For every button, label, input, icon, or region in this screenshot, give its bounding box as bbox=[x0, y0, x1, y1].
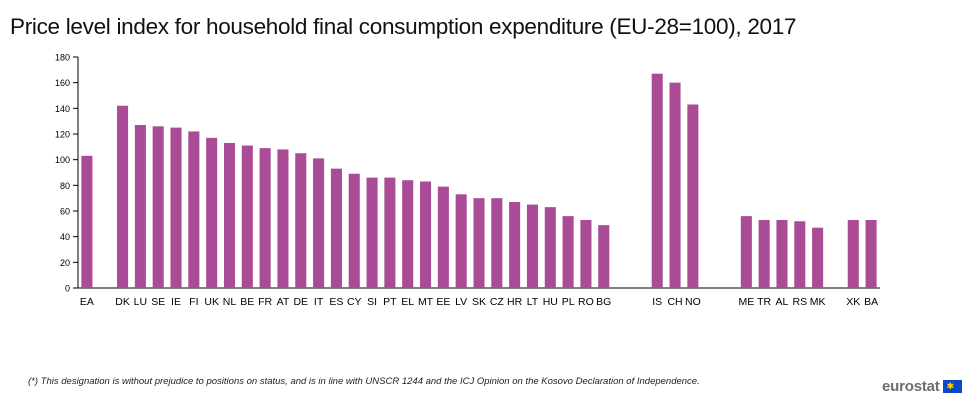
y-tick-label: 100 bbox=[55, 155, 70, 165]
x-tick-label: CH bbox=[667, 296, 682, 308]
x-tick-label: RO bbox=[578, 296, 594, 308]
bar-nl bbox=[223, 142, 236, 288]
x-tick-label: AT bbox=[277, 296, 290, 308]
bar-hr bbox=[509, 202, 521, 288]
x-tick-label: MT bbox=[418, 296, 434, 308]
bar-chart: 0 20 40 60 80 100 120 140 160 180 EA DK LU SE IE FI UK NL… bbox=[55, 53, 880, 308]
x-tick-label: TR bbox=[757, 296, 771, 308]
x-tick-label: CZ bbox=[490, 296, 505, 308]
x-tick-label: NO bbox=[685, 296, 701, 308]
footnote: (*) This designation is without prejudic… bbox=[28, 376, 700, 387]
bar-bg bbox=[598, 225, 610, 288]
x-tick-label: MK bbox=[810, 296, 826, 308]
bar-pl bbox=[562, 216, 574, 288]
bar-at bbox=[277, 149, 289, 288]
x-tick-label: SI bbox=[367, 296, 377, 308]
bar-cz bbox=[491, 198, 503, 288]
bar-cy bbox=[348, 173, 360, 288]
bar-rs bbox=[794, 221, 806, 288]
y-tick-label: 40 bbox=[60, 232, 70, 242]
x-tick-label: ME bbox=[738, 296, 754, 308]
bar-lu bbox=[134, 125, 146, 289]
x-tick-label: AL bbox=[776, 296, 789, 308]
x-tick-label: LV bbox=[455, 296, 467, 308]
chart-title: Price level index for household final co… bbox=[10, 14, 797, 39]
x-tick-label: CY bbox=[347, 296, 362, 308]
x-tick-label: LT bbox=[527, 296, 539, 308]
x-tick-label: EE bbox=[436, 296, 450, 308]
x-tick-label: HR bbox=[507, 296, 523, 308]
x-tick-label: UK bbox=[204, 296, 219, 308]
bar-ee bbox=[437, 186, 449, 288]
bar-al bbox=[776, 219, 788, 288]
y-tick-label: 180 bbox=[55, 53, 70, 63]
bar-se bbox=[152, 126, 164, 288]
x-tick-label: EA bbox=[80, 296, 94, 308]
eu-flag-icon: ✱ bbox=[942, 379, 962, 393]
bar-is bbox=[651, 73, 663, 288]
bar-tr bbox=[758, 219, 770, 288]
bar-uk bbox=[206, 137, 218, 288]
bar-el bbox=[402, 180, 414, 288]
x-tick-label: FR bbox=[258, 296, 272, 308]
x-tick-label: ES bbox=[329, 296, 343, 308]
y-tick-label: 160 bbox=[55, 78, 70, 88]
x-tick-label: IS bbox=[652, 296, 662, 308]
bar-ie bbox=[170, 127, 182, 288]
x-tick-label: FI bbox=[189, 296, 198, 308]
bar-ba bbox=[865, 219, 877, 288]
bar-no bbox=[687, 104, 699, 288]
bar-pt bbox=[384, 177, 396, 288]
bar-ro bbox=[580, 219, 592, 288]
bar-it bbox=[313, 158, 325, 288]
x-tick-label: DK bbox=[115, 296, 130, 308]
bar-lt bbox=[526, 204, 538, 288]
bar-si bbox=[366, 177, 378, 288]
bar-ch bbox=[669, 82, 681, 289]
bar-lv bbox=[455, 194, 467, 288]
x-tick-label: HU bbox=[543, 296, 558, 308]
eurostat-logo: eurostat ✱ bbox=[882, 377, 962, 395]
bar-be bbox=[241, 145, 253, 288]
bar-dk bbox=[117, 105, 129, 289]
bar-hu bbox=[544, 207, 556, 288]
y-tick-label: 120 bbox=[55, 130, 70, 140]
bar-xk bbox=[847, 219, 859, 288]
bar-fi bbox=[188, 131, 200, 288]
x-tick-label: BG bbox=[596, 296, 611, 308]
x-tick-label: EL bbox=[401, 296, 414, 308]
bar-fr bbox=[259, 148, 271, 288]
y-tick-label: 80 bbox=[60, 181, 70, 191]
y-tick-label: 20 bbox=[60, 258, 70, 268]
y-tick-label: 60 bbox=[60, 207, 70, 217]
bar-mt bbox=[420, 181, 432, 288]
bar-sk bbox=[473, 198, 485, 288]
x-tick-label: BA bbox=[864, 296, 878, 308]
x-tick-label: IE bbox=[171, 296, 181, 308]
y-tick-label: 0 bbox=[65, 284, 70, 294]
x-tick-label: PT bbox=[383, 296, 397, 308]
x-tick-label: BE bbox=[240, 296, 254, 308]
x-tick-label: IT bbox=[314, 296, 324, 308]
bar-de bbox=[295, 153, 307, 288]
bar-es bbox=[330, 168, 342, 288]
x-tick-label: LU bbox=[134, 296, 147, 308]
y-tick-label: 140 bbox=[55, 104, 70, 114]
bar-me bbox=[740, 216, 752, 288]
x-tick-label: PL bbox=[562, 296, 575, 308]
x-tick-label: NL bbox=[223, 296, 237, 308]
x-tick-label: SK bbox=[472, 296, 486, 308]
x-tick-label: DE bbox=[293, 296, 308, 308]
bar-mk bbox=[812, 227, 824, 288]
bar-ea bbox=[81, 155, 93, 288]
x-tick-label: SE bbox=[151, 296, 165, 308]
x-tick-label: RS bbox=[793, 296, 808, 308]
x-tick-label: XK bbox=[846, 296, 860, 308]
logo-text: eurostat bbox=[882, 377, 940, 395]
